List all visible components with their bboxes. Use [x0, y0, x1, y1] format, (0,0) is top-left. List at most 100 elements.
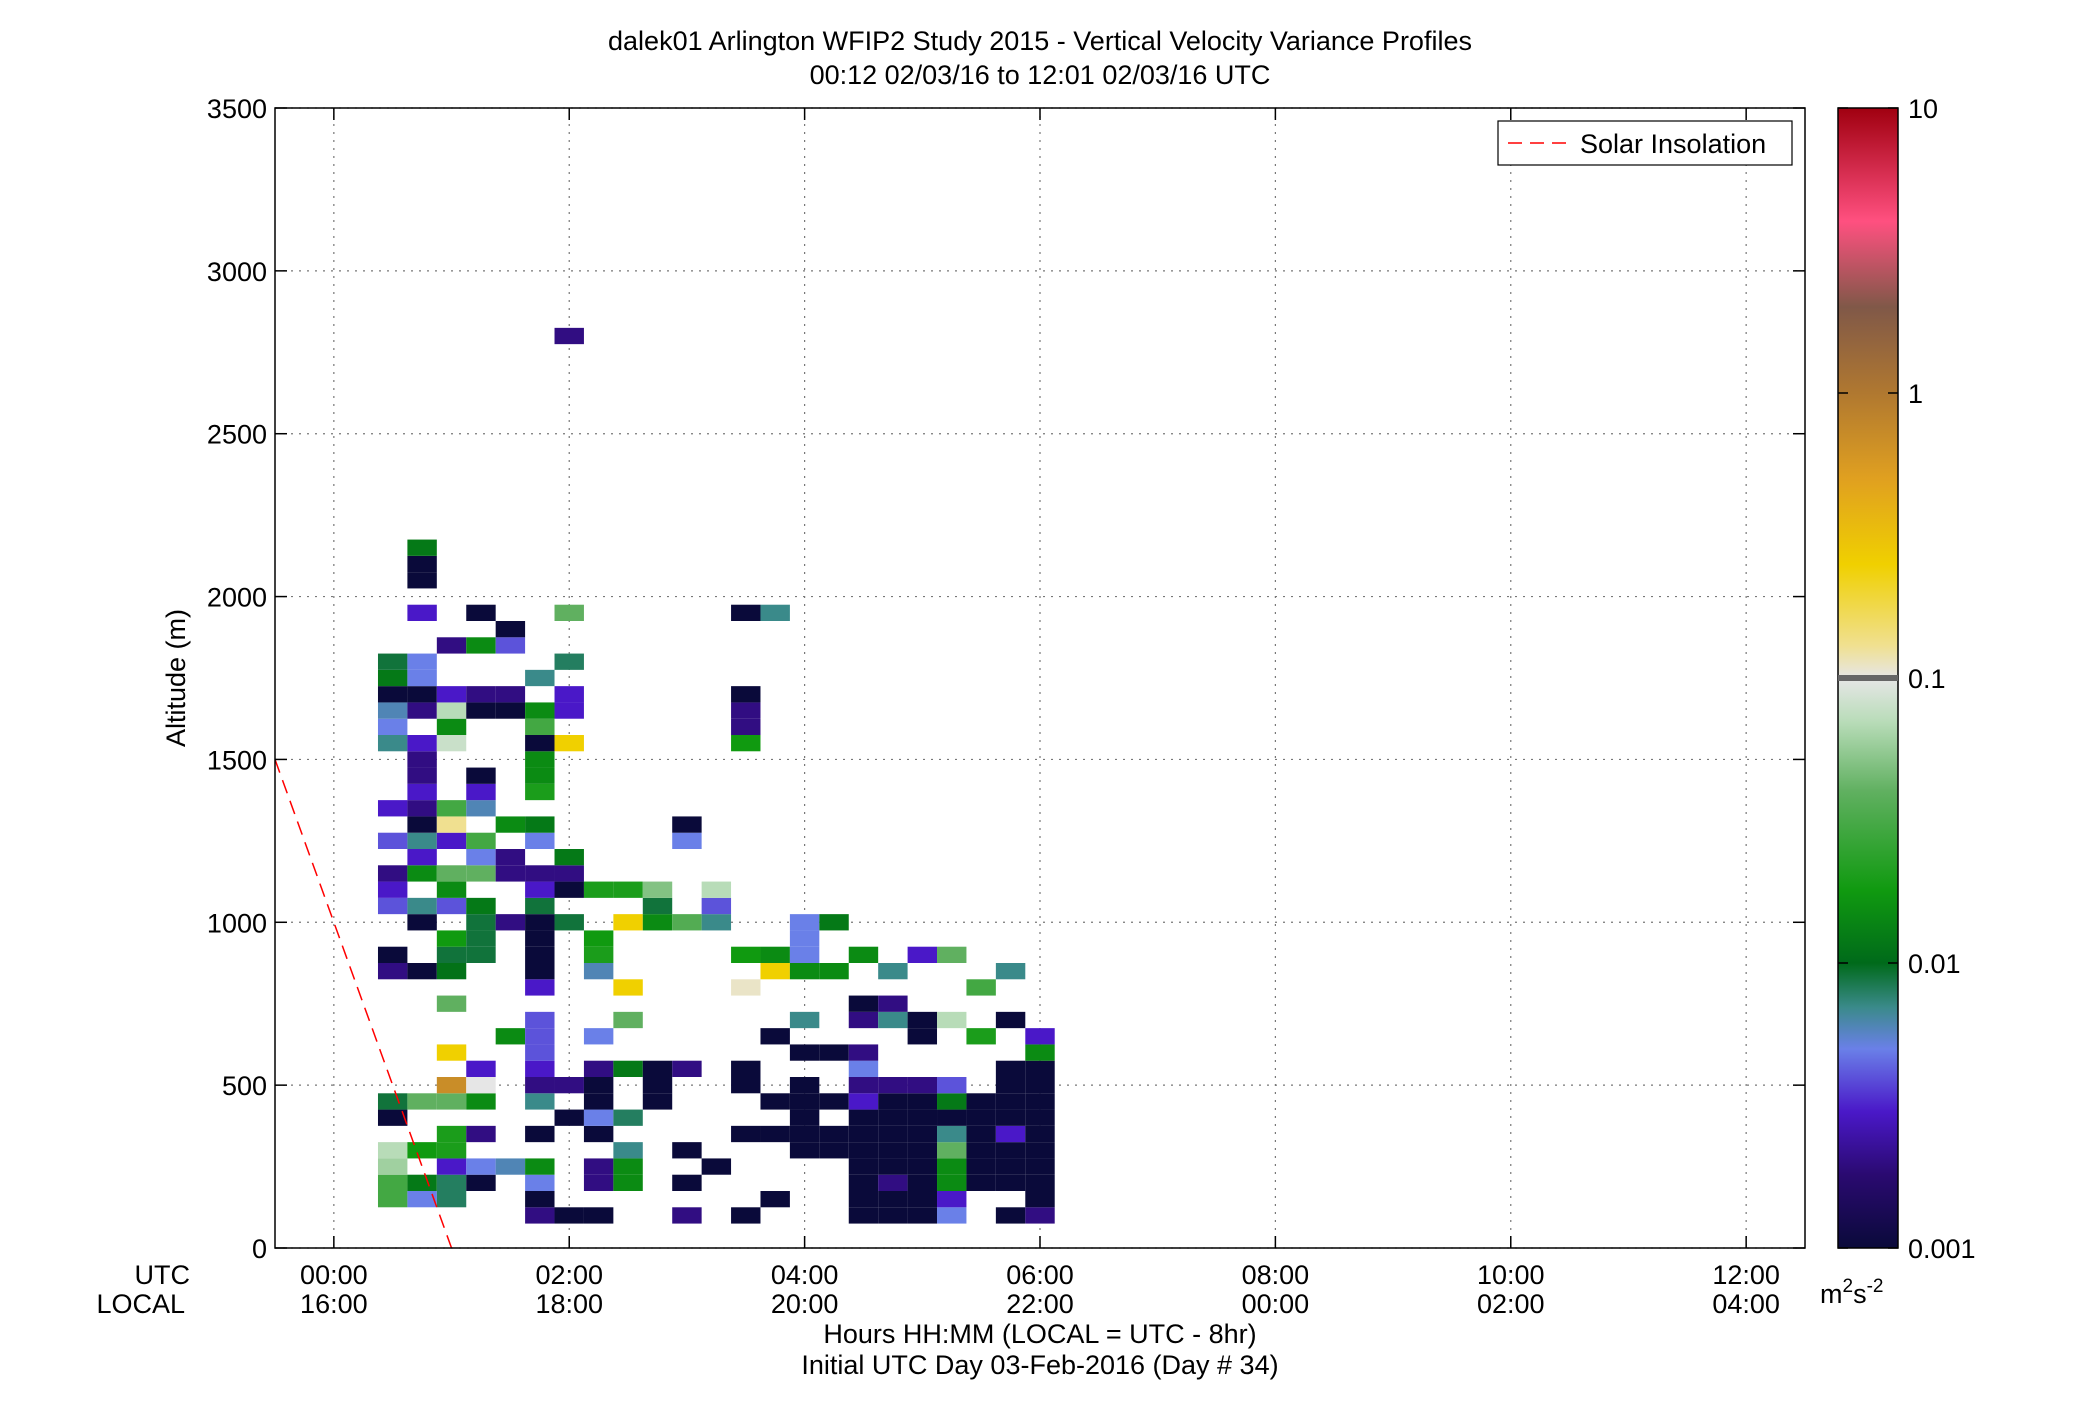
heatmap-cell: [554, 327, 584, 345]
heatmap-cell: [407, 865, 437, 882]
colorbar-tick-label: 10: [1908, 94, 1938, 124]
heatmap-cell: [701, 881, 732, 898]
heatmap-cell: [525, 1093, 555, 1110]
heatmap-cell: [937, 1158, 967, 1175]
heatmap-cell: [789, 1093, 820, 1110]
x-tick-label-utc: 06:00: [1006, 1260, 1074, 1290]
heatmap-cell: [495, 816, 526, 833]
heatmap-cell: [1025, 1142, 1055, 1159]
heatmap-cell: [613, 1109, 643, 1126]
heatmap-cell: [1025, 1158, 1055, 1175]
heatmap-cell: [525, 1028, 555, 1045]
heatmap-cell: [407, 783, 437, 801]
heatmap-cell: [789, 946, 820, 963]
heatmap-cell: [525, 718, 555, 735]
heatmap-cell: [583, 1125, 614, 1143]
heatmap-cell: [878, 1093, 908, 1110]
heatmap-cell: [377, 653, 408, 670]
heatmap-cell: [377, 800, 408, 817]
heatmap-cell: [466, 946, 496, 963]
heatmap-cell: [642, 1060, 673, 1077]
heatmap-cell: [731, 1125, 761, 1143]
heatmap-cell: [466, 930, 496, 947]
heatmap-cell: [907, 946, 938, 963]
heatmap-cell: [907, 1142, 938, 1159]
heatmap-cell: [819, 963, 849, 980]
heatmap-cell: [554, 1109, 584, 1126]
x-tick-label-utc: 00:00: [300, 1260, 368, 1290]
heatmap-cell: [760, 1125, 790, 1143]
heatmap-cell: [672, 1207, 702, 1224]
heatmap-cell: [848, 1077, 879, 1094]
heatmap-cell: [995, 1142, 1026, 1159]
heatmap-cell: [407, 1142, 437, 1159]
heatmap-cell: [583, 1077, 614, 1094]
heatmap-cell: [966, 1028, 996, 1045]
heatmap-cell: [672, 914, 702, 931]
heatmap-cell: [436, 1093, 467, 1110]
heatmap-cell: [525, 897, 555, 915]
heatmap-cell: [436, 718, 467, 735]
heatmap-cell: [878, 1109, 908, 1126]
heatmap-cell: [848, 1011, 879, 1029]
x-axis-label-day: Initial UTC Day 03-Feb-2016 (Day # 34): [801, 1350, 1278, 1380]
heatmap-cell: [672, 1142, 702, 1159]
heatmap-cell: [436, 702, 467, 719]
heatmap-cell: [848, 995, 879, 1012]
y-tick-label: 0: [252, 1234, 267, 1264]
heatmap-cell: [731, 604, 761, 621]
heatmap-cell: [848, 1158, 879, 1175]
heatmap-cell: [436, 1044, 467, 1061]
heatmap-cell: [789, 1011, 820, 1029]
heatmap-cell: [1025, 1044, 1055, 1061]
heatmap-cell: [789, 1125, 820, 1143]
heatmap-cell: [407, 539, 437, 556]
colorbar-tick-label: 1: [1908, 379, 1923, 409]
heatmap-cell: [907, 1125, 938, 1143]
heatmap-cell: [642, 1093, 673, 1110]
heatmap-cell: [407, 849, 437, 866]
heatmap-cell: [583, 963, 614, 980]
heatmap-cell: [525, 1011, 555, 1029]
x-axis-label: Hours HH:MM (LOCAL = UTC - 8hr): [823, 1319, 1256, 1349]
heatmap-cell: [1025, 1174, 1055, 1191]
heatmap-cell: [407, 963, 437, 980]
chart-subtitle: 00:12 02/03/16 to 12:01 02/03/16 UTC: [810, 60, 1271, 90]
y-tick-label: 2000: [207, 583, 267, 613]
heatmap-cell: [789, 930, 820, 947]
heatmap-cell: [848, 1191, 879, 1208]
heatmap-cell: [407, 1093, 437, 1110]
heatmap-cell: [407, 686, 437, 703]
heatmap-cell: [436, 1174, 467, 1191]
x-tick-label-utc: 02:00: [535, 1260, 603, 1290]
heatmap-cell: [907, 1109, 938, 1126]
heatmap-cell: [1025, 1125, 1055, 1143]
y-tick-label: 1000: [207, 908, 267, 938]
heatmap-cell: [731, 735, 761, 752]
y-axis: 0 500 1000 1500 2000 2500 3000 3500: [207, 94, 1805, 1264]
heatmap-cell: [995, 1158, 1026, 1175]
colorbar-ticks: 0.001 0.01 0.1 1 10: [1838, 94, 1976, 1264]
legend-label: Solar Insolation: [1580, 129, 1766, 159]
heatmap-cell: [525, 1077, 555, 1094]
heatmap-cell: [407, 800, 437, 817]
heatmap-cell: [377, 1109, 408, 1126]
heatmap-cell: [878, 963, 908, 980]
heatmap-cell: [407, 572, 437, 589]
heatmap-cell: [701, 1158, 732, 1175]
heatmap-cell: [789, 963, 820, 980]
heatmap-cell: [436, 930, 467, 947]
heatmap-cell: [436, 1158, 467, 1175]
heatmap-cell: [554, 702, 584, 719]
heatmap-cell: [495, 1158, 526, 1175]
heatmap-cell: [995, 1109, 1026, 1126]
heatmap-cell: [1025, 1109, 1055, 1126]
x-tick-label-utc: 12:00: [1712, 1260, 1780, 1290]
heatmap-cell: [583, 1174, 614, 1191]
heatmap-cell: [760, 946, 790, 963]
heatmap-cell: [554, 686, 584, 703]
heatmap-cell: [848, 1174, 879, 1191]
heatmap-cell: [672, 816, 702, 833]
heatmap-cell: [407, 604, 437, 621]
heatmap-cell: [878, 1077, 908, 1094]
